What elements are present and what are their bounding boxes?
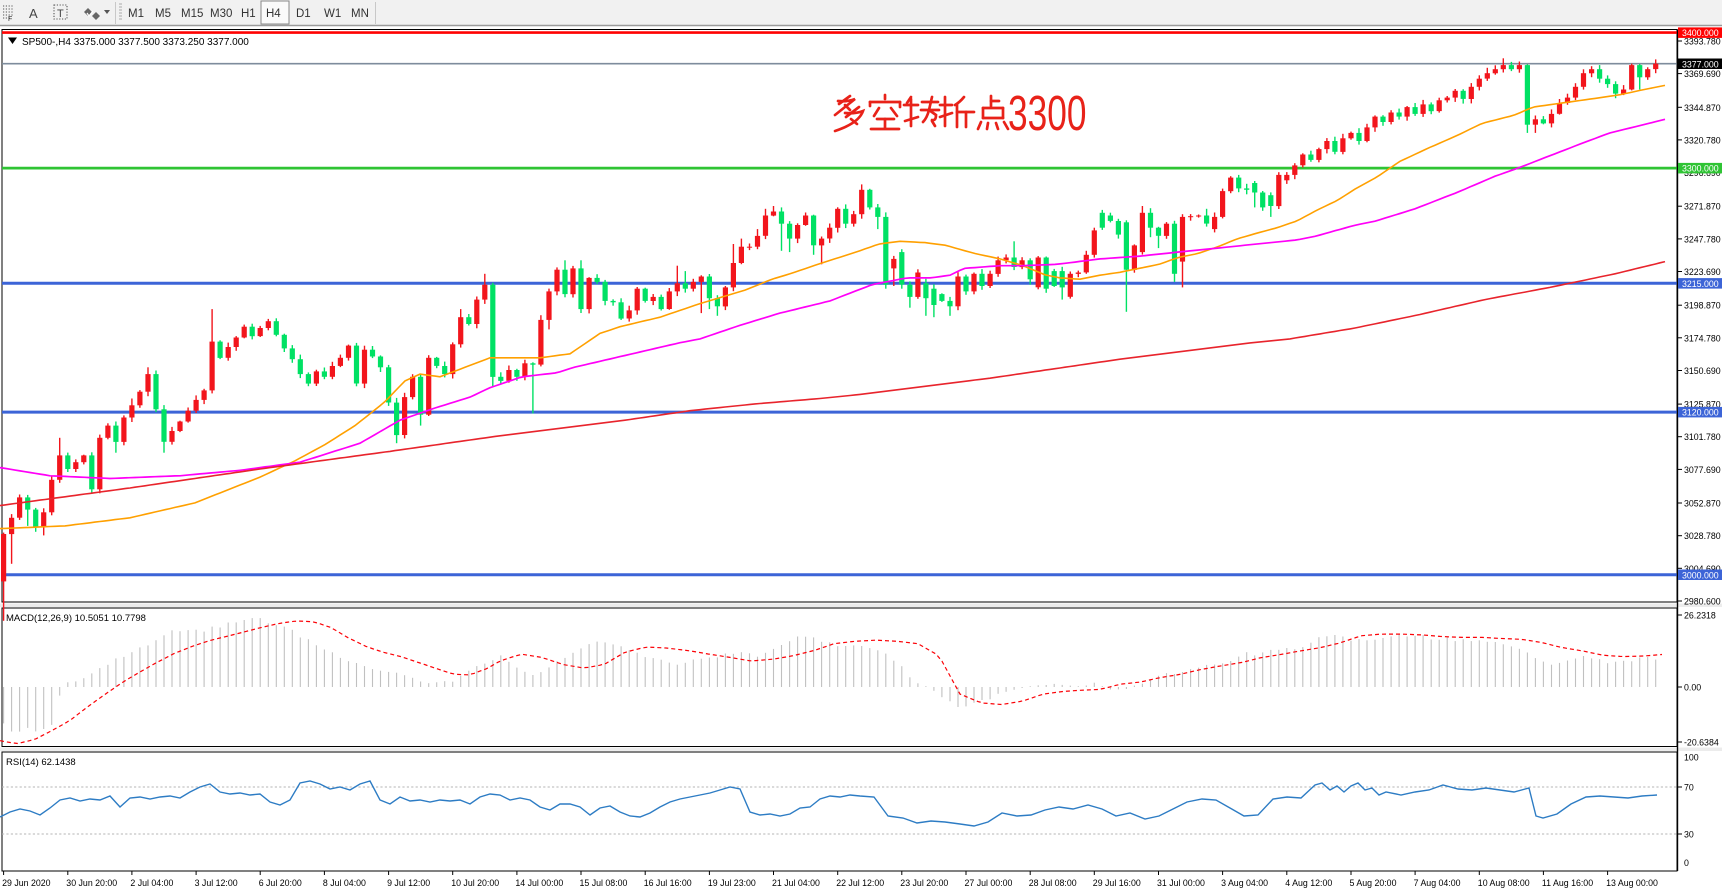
svg-text:3198.870: 3198.870 <box>1684 301 1721 311</box>
svg-text:4 Aug 12:00: 4 Aug 12:00 <box>1285 878 1332 888</box>
svg-text:13 Aug 00:00: 13 Aug 00:00 <box>1606 878 1658 888</box>
svg-text:3271.870: 3271.870 <box>1684 202 1721 212</box>
svg-text:3344.870: 3344.870 <box>1684 103 1721 113</box>
svg-text:3000.000: 3000.000 <box>1682 570 1719 580</box>
svg-text:H4: H4 <box>266 8 281 20</box>
svg-text:21 Jul 04:00: 21 Jul 04:00 <box>772 878 820 888</box>
svg-text:3101.780: 3101.780 <box>1684 432 1721 442</box>
svg-text:0: 0 <box>1684 858 1689 868</box>
svg-text:3393.780: 3393.780 <box>1684 37 1721 47</box>
svg-text:W1: W1 <box>324 8 341 20</box>
svg-text:3028.780: 3028.780 <box>1684 531 1721 541</box>
svg-text:H1: H1 <box>241 8 256 20</box>
svg-text:3174.780: 3174.780 <box>1684 333 1721 343</box>
svg-text:SP500-,H4 3375.000 3377.500 3: SP500-,H4 3375.000 3377.500 3373.250 337… <box>22 37 249 48</box>
svg-text:70: 70 <box>1684 783 1694 793</box>
svg-text:T: T <box>57 8 64 20</box>
svg-text:3125.870: 3125.870 <box>1684 400 1721 410</box>
svg-text:3300.000: 3300.000 <box>1682 164 1719 174</box>
svg-text:3052.870: 3052.870 <box>1684 499 1721 509</box>
svg-text:3377.000: 3377.000 <box>1682 59 1719 69</box>
svg-text:22 Jul 12:00: 22 Jul 12:00 <box>836 878 884 888</box>
svg-text:0.00: 0.00 <box>1684 683 1701 693</box>
svg-text:M1: M1 <box>128 8 144 20</box>
svg-text:28 Jul 08:00: 28 Jul 08:00 <box>1029 878 1077 888</box>
svg-text:8 Jul 04:00: 8 Jul 04:00 <box>323 878 366 888</box>
svg-text:3 Jul 12:00: 3 Jul 12:00 <box>195 878 238 888</box>
svg-text:14 Jul 00:00: 14 Jul 00:00 <box>515 878 563 888</box>
svg-text:MN: MN <box>351 8 369 20</box>
svg-text:3300: 3300 <box>1008 86 1086 141</box>
svg-text:11 Aug 16:00: 11 Aug 16:00 <box>1542 878 1593 888</box>
svg-text:10 Aug 08:00: 10 Aug 08:00 <box>1478 878 1530 888</box>
svg-text:23 Jul 20:00: 23 Jul 20:00 <box>900 878 948 888</box>
svg-text:RSI(14) 62.1438: RSI(14) 62.1438 <box>6 757 76 768</box>
svg-text:5 Aug 20:00: 5 Aug 20:00 <box>1350 878 1397 888</box>
svg-text:3215.000: 3215.000 <box>1682 279 1719 289</box>
svg-text:2 Jul 04:00: 2 Jul 04:00 <box>130 878 173 888</box>
svg-text:3400.000: 3400.000 <box>1682 28 1719 38</box>
svg-text:3150.690: 3150.690 <box>1684 366 1721 376</box>
svg-text:29 Jun 2020: 29 Jun 2020 <box>2 878 51 888</box>
svg-text:3369.690: 3369.690 <box>1684 69 1721 79</box>
svg-text:15 Jul 08:00: 15 Jul 08:00 <box>580 878 628 888</box>
svg-text:M5: M5 <box>155 8 171 20</box>
svg-text:3223.690: 3223.690 <box>1684 267 1721 277</box>
svg-text:26.2318: 26.2318 <box>1684 611 1716 621</box>
svg-text:MACD(12,26,9) 10.5051 10.7798: MACD(12,26,9) 10.5051 10.7798 <box>6 613 146 624</box>
svg-text:3 Aug 04:00: 3 Aug 04:00 <box>1221 878 1268 888</box>
svg-text:19 Jul 23:00: 19 Jul 23:00 <box>708 878 756 888</box>
svg-text:30 Jun 20:00: 30 Jun 20:00 <box>66 878 117 888</box>
svg-text:3004.690: 3004.690 <box>1684 564 1721 574</box>
svg-text:M30: M30 <box>210 8 232 20</box>
svg-text:3320.780: 3320.780 <box>1684 135 1721 145</box>
svg-text:D1: D1 <box>296 8 311 20</box>
svg-text:30: 30 <box>1684 830 1694 840</box>
svg-text:7 Aug 04:00: 7 Aug 04:00 <box>1414 878 1461 888</box>
svg-text:16 Jul 16:00: 16 Jul 16:00 <box>644 878 692 888</box>
svg-text:31 Jul 00:00: 31 Jul 00:00 <box>1157 878 1205 888</box>
svg-text:6 Jul 20:00: 6 Jul 20:00 <box>259 878 302 888</box>
svg-text:27 Jul 00:00: 27 Jul 00:00 <box>965 878 1013 888</box>
svg-text:2980.600: 2980.600 <box>1684 597 1721 607</box>
svg-text:-20.6384: -20.6384 <box>1684 738 1719 748</box>
svg-text:A: A <box>29 6 38 21</box>
svg-text:3120.000: 3120.000 <box>1682 408 1719 418</box>
svg-text:3247.780: 3247.780 <box>1684 234 1721 244</box>
svg-text:M15: M15 <box>181 8 203 20</box>
svg-text:10 Jul 20:00: 10 Jul 20:00 <box>451 878 499 888</box>
svg-text:100: 100 <box>1684 753 1699 763</box>
svg-text:29 Jul 16:00: 29 Jul 16:00 <box>1093 878 1141 888</box>
svg-text:F: F <box>8 16 12 23</box>
svg-text:3077.690: 3077.690 <box>1684 465 1721 475</box>
svg-text:9 Jul 12:00: 9 Jul 12:00 <box>387 878 430 888</box>
